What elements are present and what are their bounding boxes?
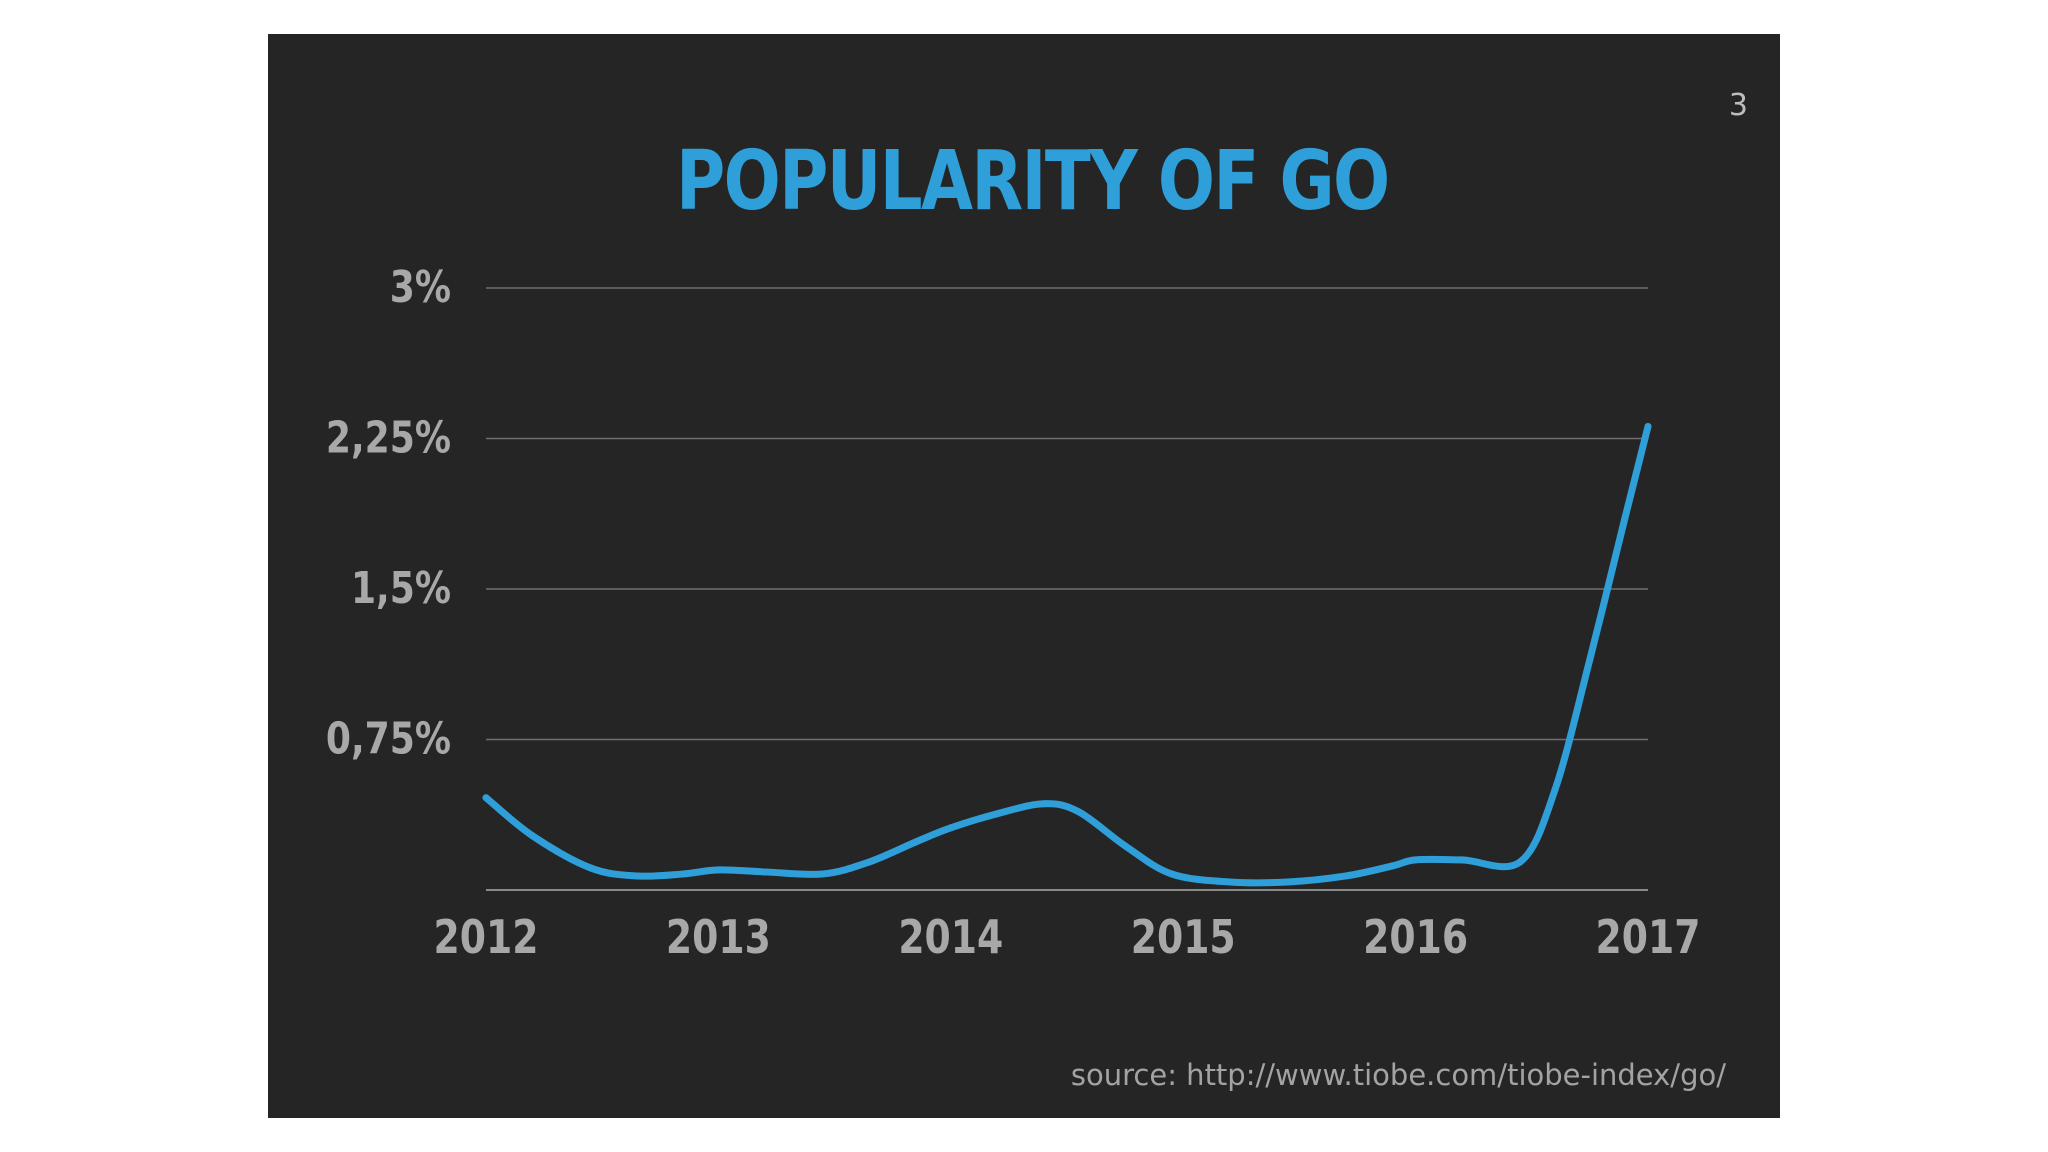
x-tick-label-3: 2015: [1131, 910, 1236, 964]
data-point: [761, 868, 769, 876]
source-citation: source: http://www.tiobe.com/tiobe-index…: [1070, 1058, 1726, 1092]
x-tick-label-5: 2017: [1596, 910, 1701, 964]
y-tick-label-2: 2,25%: [326, 413, 451, 463]
data-point: [587, 864, 595, 872]
data-point: [1586, 655, 1594, 663]
x-tick-label-4: 2016: [1363, 910, 1468, 964]
line-chart: 0,75% 1,5% 2,25% 3% 2012 2013 2014 2015 2016 2017: [326, 263, 1701, 964]
x-tick-label-2: 2014: [898, 910, 1003, 964]
slide-number: 3: [1728, 88, 1748, 123]
slide: 3 POPULARITY OF GO 0,75% 1,5% 2,25% 3% 2012 2…: [268, 34, 1780, 1118]
data-point: [1040, 800, 1048, 808]
data-point: [947, 824, 955, 832]
x-tick-label-1: 2013: [666, 910, 771, 964]
y-tick-label-3: 3%: [390, 263, 451, 313]
data-point: [1551, 786, 1559, 794]
data-point: [1516, 858, 1524, 866]
y-tick-label-1: 1,5%: [351, 564, 451, 614]
data-point: [482, 794, 490, 802]
data-point: [912, 838, 920, 846]
y-tick-label-0: 0,75%: [326, 714, 451, 764]
data-point: [1412, 856, 1420, 864]
data-point: [1284, 878, 1292, 886]
data-point: [1168, 870, 1176, 878]
data-point: [1388, 862, 1396, 870]
data-point: [1644, 422, 1652, 430]
data-point: [1121, 842, 1129, 850]
data-point: [528, 832, 536, 840]
data-point: [1621, 515, 1629, 523]
data-point: [1342, 872, 1350, 880]
x-tick-label-0: 2012: [434, 910, 539, 964]
data-point: [1458, 856, 1466, 864]
data-point: [633, 872, 641, 880]
data-point: [1226, 878, 1234, 886]
series-line-go: [482, 422, 1652, 887]
data-point: [714, 866, 722, 874]
data-point: [819, 870, 827, 878]
data-point: [680, 870, 688, 878]
data-point: [865, 858, 873, 866]
data-point: [993, 810, 1001, 818]
data-point: [1075, 808, 1083, 816]
chart-title: POPULARITY OF GO: [675, 134, 1390, 229]
